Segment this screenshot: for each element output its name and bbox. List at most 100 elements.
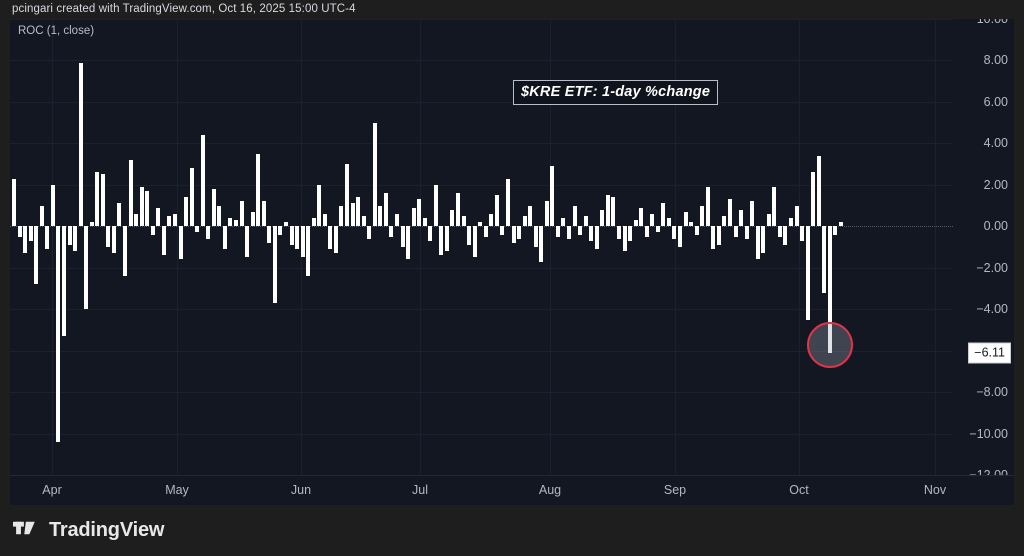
price-axis-tick: 2.00: [983, 177, 1008, 192]
gridline-vertical: [550, 19, 551, 475]
bar: [727, 199, 732, 227]
bar: [650, 213, 655, 227]
bar: [245, 226, 250, 258]
bar: [472, 226, 477, 258]
gridline-horizontal: [10, 433, 953, 435]
bar: [605, 195, 610, 227]
bar: [300, 226, 305, 258]
bar: [483, 226, 488, 237]
bar: [611, 197, 616, 227]
tradingview-logo[interactable]: TradingView: [13, 519, 164, 542]
time-axis[interactable]: Apr May Jun Jul Aug Sep Oct Nov: [10, 475, 1014, 506]
bar: [178, 226, 183, 260]
gridline-vertical: [52, 19, 53, 475]
chart-area[interactable]: ROC (1, close) $KRE ETF: 1-day %change 1…: [10, 19, 1014, 475]
bar: [683, 211, 688, 227]
bar: [444, 226, 449, 252]
bar: [505, 178, 510, 227]
bar: [739, 209, 744, 227]
bar: [95, 172, 100, 227]
bar: [511, 226, 516, 243]
bar: [583, 215, 588, 227]
price-axis-tick: 0.00: [983, 219, 1008, 234]
bar: [283, 222, 288, 227]
price-axis-tick: 6.00: [983, 94, 1008, 109]
bar: [289, 226, 294, 245]
bar-series[interactable]: [10, 19, 953, 475]
bar: [261, 201, 266, 227]
annotation-title-label[interactable]: $KRE ETF: 1-day %change: [513, 80, 719, 105]
bar: [422, 217, 427, 227]
price-axis[interactable]: 10.008.006.004.002.000.00−2.00−4.00−6.00…: [953, 19, 1014, 475]
bar: [333, 226, 338, 254]
bar: [256, 153, 261, 227]
bar: [111, 226, 116, 254]
bar: [239, 201, 244, 227]
bar: [544, 201, 549, 227]
bar: [417, 199, 422, 227]
price-axis-tick: 4.00: [983, 136, 1008, 151]
bar: [694, 226, 699, 235]
time-axis-tick: Jul: [412, 483, 428, 497]
gridline-horizontal: [10, 267, 953, 269]
bar: [439, 226, 444, 256]
bar: [234, 220, 238, 227]
bar: [150, 226, 155, 235]
bar: [622, 226, 627, 252]
gridline-horizontal: [10, 309, 953, 311]
bar: [61, 226, 66, 337]
bar: [478, 222, 483, 227]
bar: [17, 226, 22, 237]
price-axis-tick: 10.00: [976, 19, 1008, 26]
bar: [39, 205, 44, 227]
footer-bar: TradingView: [0, 505, 1024, 556]
bar: [89, 222, 94, 227]
bar: [800, 226, 805, 241]
bar: [789, 217, 793, 227]
bar: [539, 226, 544, 262]
gridline-horizontal: [10, 19, 953, 20]
bar: [378, 205, 383, 227]
bar: [394, 213, 399, 227]
bar: [533, 226, 538, 247]
bar: [50, 184, 55, 227]
bar: [838, 222, 843, 227]
bar: [322, 213, 327, 227]
bar: [600, 209, 605, 227]
bar: [616, 226, 621, 239]
bar: [200, 135, 205, 227]
bar: [772, 186, 777, 227]
bar: [56, 226, 61, 442]
bar: [489, 213, 494, 227]
gridline-horizontal: [10, 101, 953, 103]
gridline-horizontal: [10, 143, 953, 145]
bar: [167, 215, 172, 227]
price-axis-tick: −12.00: [969, 468, 1008, 475]
plot-region[interactable]: [10, 19, 953, 475]
bar: [467, 226, 472, 245]
bar: [456, 193, 460, 227]
bar: [145, 191, 150, 227]
bar: [678, 226, 682, 247]
bar: [816, 155, 821, 227]
bar: [67, 226, 72, 245]
bar: [339, 205, 344, 227]
bar: [578, 226, 583, 235]
bar: [655, 226, 660, 233]
bar: [211, 188, 216, 227]
zero-baseline: [10, 226, 953, 228]
bar: [123, 226, 127, 276]
bar: [172, 213, 177, 227]
bar: [361, 215, 366, 227]
bar: [594, 226, 599, 250]
time-axis-tick: Jun: [290, 483, 312, 497]
bar: [117, 203, 122, 227]
indicator-legend[interactable]: ROC (1, close): [18, 25, 95, 37]
bar: [644, 226, 649, 237]
time-axis-tick: Apr: [42, 483, 62, 497]
bar: [633, 220, 638, 227]
gridline-horizontal: [10, 392, 953, 394]
bar: [639, 207, 644, 227]
bar: [345, 164, 349, 227]
